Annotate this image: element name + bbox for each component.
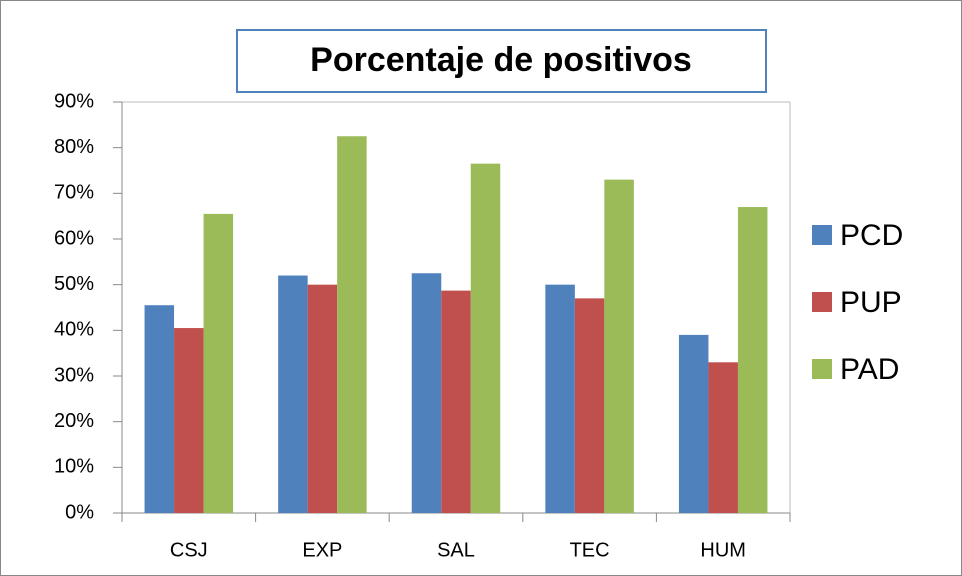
- x-tick-label: SAL: [437, 539, 475, 561]
- legend-swatch: [812, 225, 832, 245]
- y-tick-label: 30%: [54, 364, 94, 386]
- y-tick-label: 70%: [54, 182, 94, 204]
- x-tick-label: CSJ: [170, 539, 208, 561]
- legend-label: PCD: [840, 219, 903, 252]
- title-box: [236, 29, 767, 93]
- bar: [708, 362, 738, 513]
- y-tick-label: 10%: [54, 456, 94, 478]
- bar: [470, 163, 501, 513]
- y-tick-label: 60%: [54, 227, 94, 249]
- bar: [441, 290, 471, 513]
- bar: [337, 136, 367, 513]
- bar: [203, 213, 234, 513]
- bar: [144, 305, 175, 513]
- bar: [174, 328, 204, 513]
- legend-label: PUP: [840, 286, 902, 319]
- bar: [307, 284, 338, 513]
- y-tick-label: 0%: [65, 501, 94, 523]
- legend-swatch: [812, 292, 832, 312]
- bar: [678, 334, 709, 513]
- legend-label: PAD: [840, 353, 899, 386]
- bar: [574, 298, 605, 513]
- bar: [604, 179, 634, 513]
- y-tick-label: 40%: [54, 319, 94, 341]
- y-tick-label: 50%: [54, 273, 94, 295]
- y-tick-label: 80%: [54, 136, 94, 158]
- y-tick-label: 20%: [54, 410, 94, 432]
- x-tick-label: HUM: [700, 539, 746, 561]
- bar: [411, 273, 442, 513]
- x-tick-label: EXP: [302, 539, 342, 561]
- y-tick-label: 90%: [54, 90, 94, 112]
- chart-title: Porcentaje de positivos: [310, 41, 692, 79]
- legend-swatch: [812, 359, 832, 379]
- bar: [278, 275, 308, 513]
- bar: [737, 207, 768, 514]
- x-tick-label: TEC: [570, 539, 610, 561]
- bar: [545, 284, 575, 513]
